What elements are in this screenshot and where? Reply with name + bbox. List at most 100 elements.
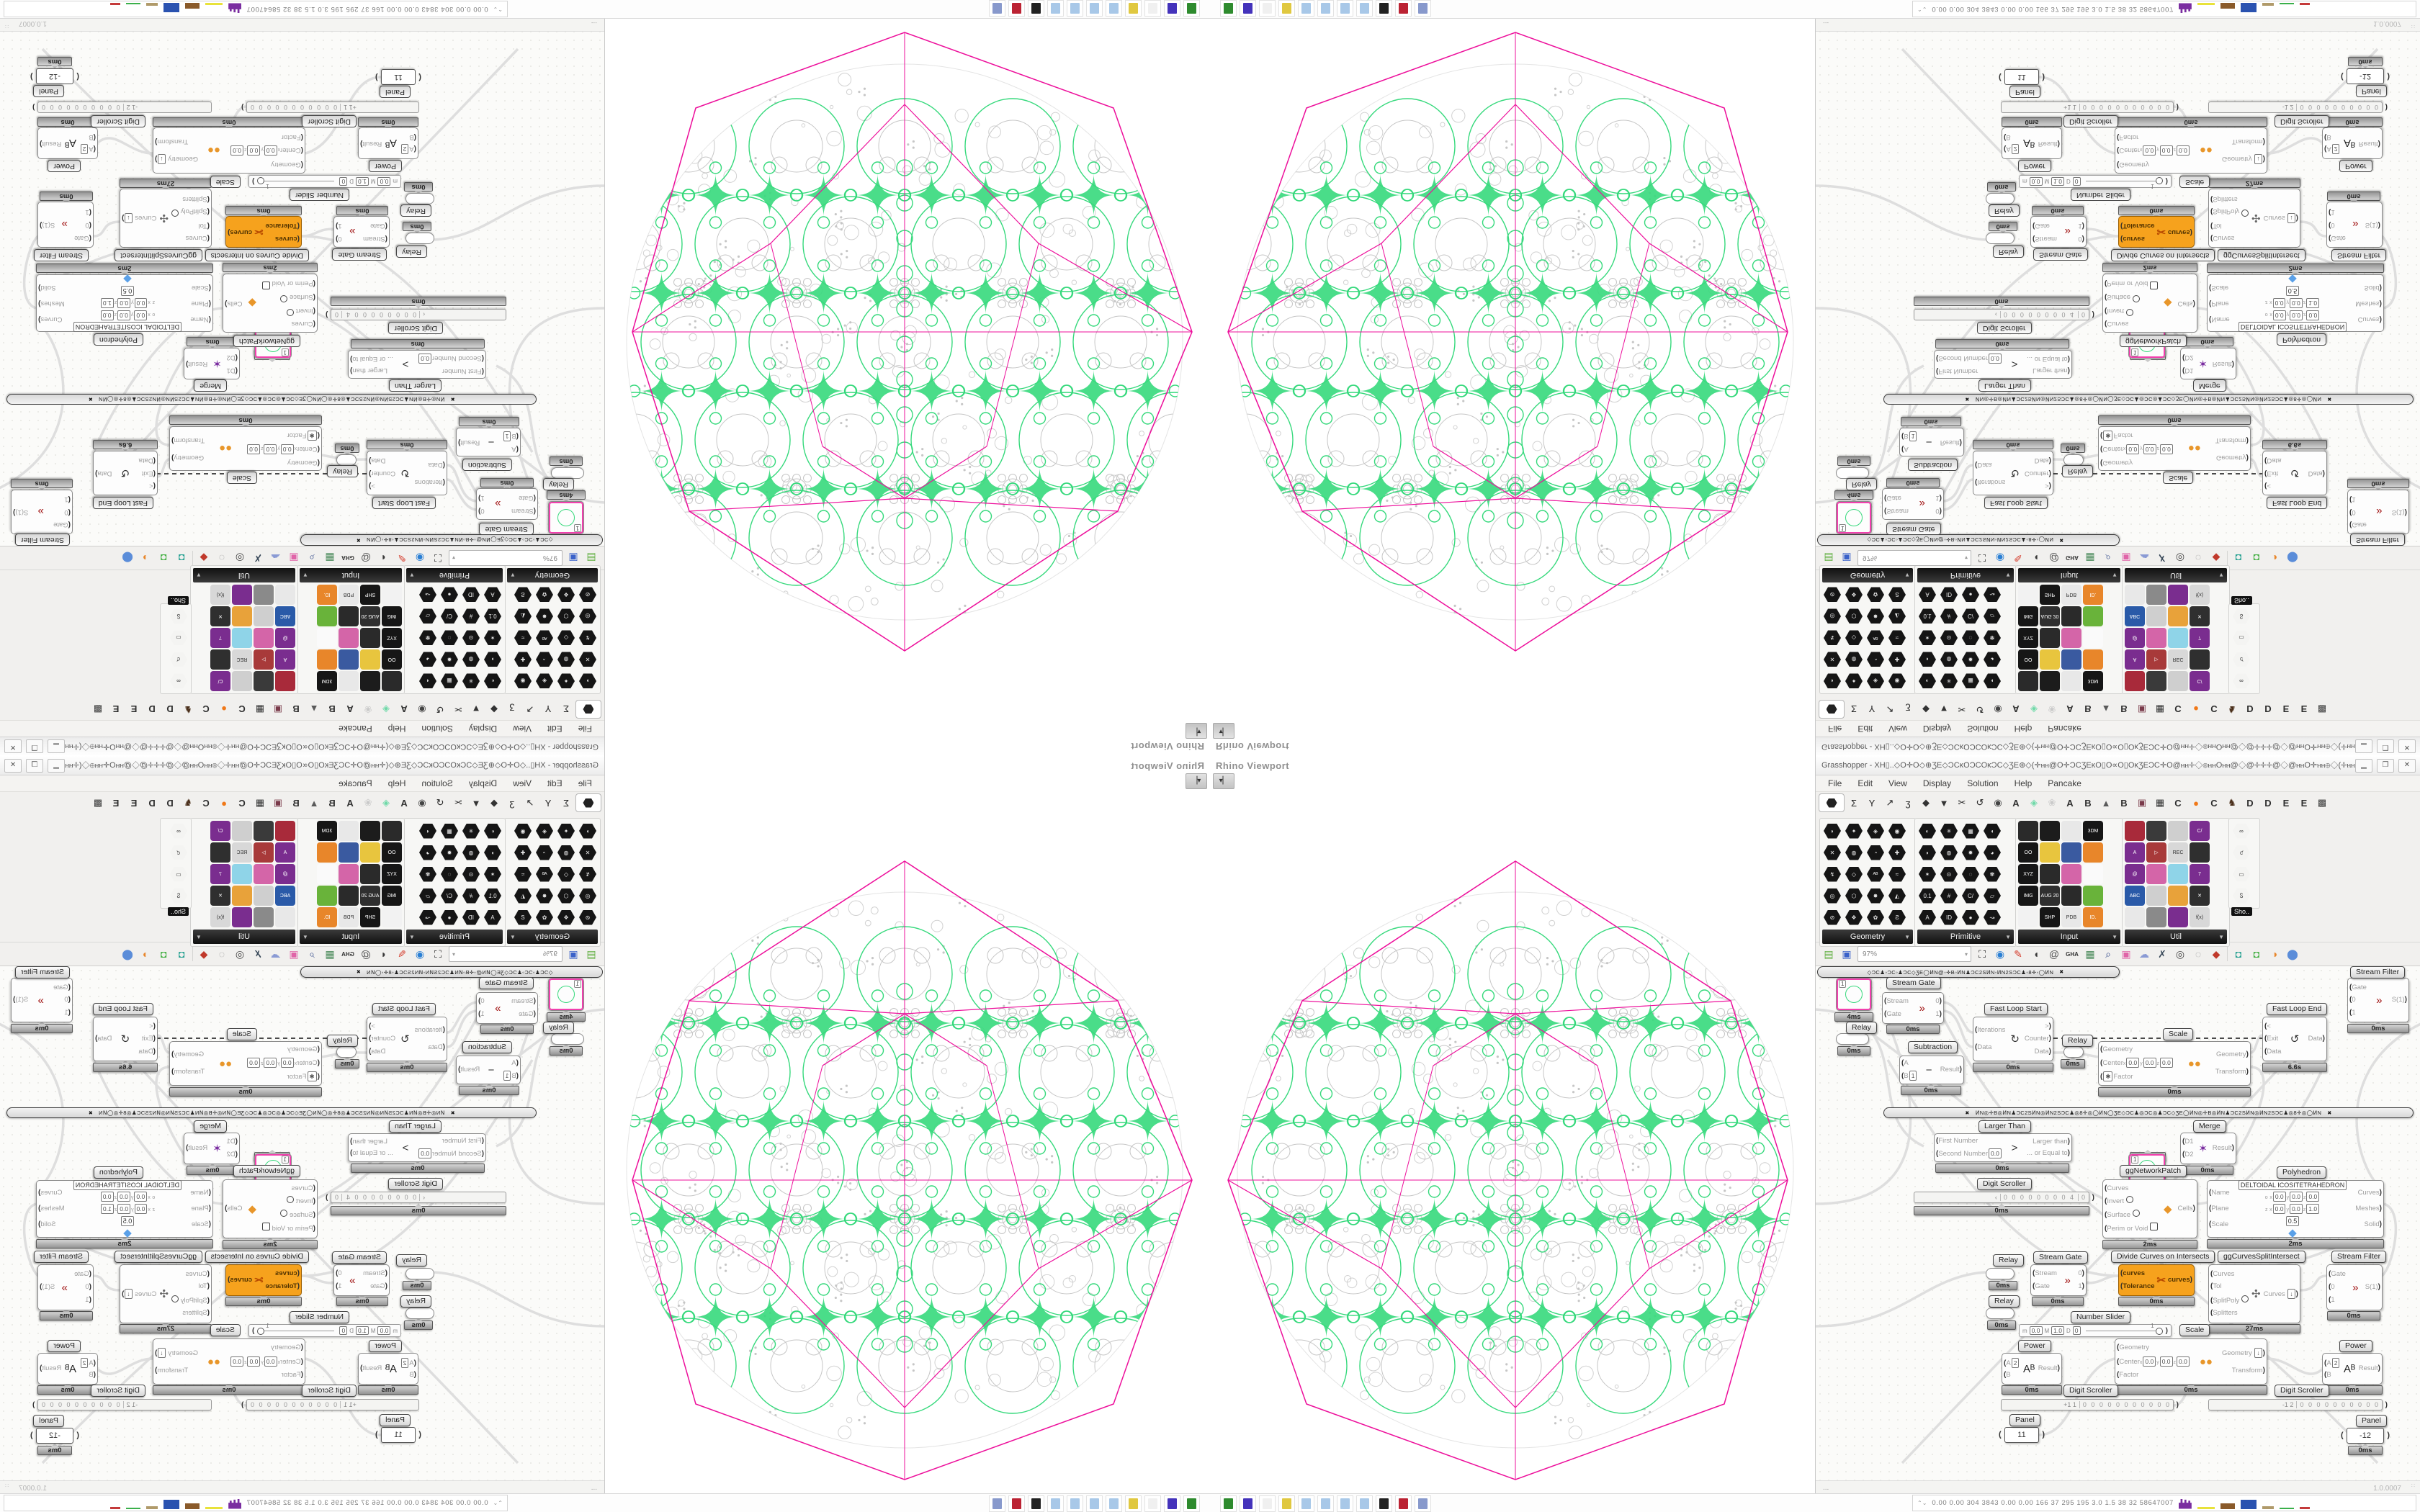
port[interactable]: Data) (2308, 1035, 2325, 1043)
minimize-button[interactable]: ▁ (2355, 759, 2372, 773)
chevron-icon[interactable]: ⌃⌄ (493, 6, 503, 12)
palette-icon[interactable]: ◖ (418, 821, 438, 841)
palette-icon[interactable]: ID. (317, 585, 337, 605)
minimize-button[interactable]: ▁ (48, 739, 65, 753)
number-slider[interactable]: m 0.0 M 1.0 D 0 1) (2019, 1323, 2172, 1337)
menu-view[interactable]: View (1888, 778, 1907, 788)
port[interactable]: (< (149, 482, 156, 490)
palette-icon[interactable]: ◍ (556, 649, 576, 670)
tab-intersect[interactable]: ✂ (454, 797, 462, 808)
port[interactable]: (Gate (1884, 494, 1901, 503)
port[interactable]: (D2 (2182, 1150, 2194, 1158)
launcher-icon[interactable] (1356, 0, 1373, 17)
tab-surface[interactable]: ◆ (490, 797, 498, 808)
nameplate-power[interactable]: Power (2339, 160, 2372, 172)
port[interactable]: Transform) (2231, 1366, 2265, 1374)
gha-icon[interactable]: GHA (2066, 950, 2079, 958)
curve-param[interactable]: 1 (548, 978, 584, 1011)
preview-shaded-icon[interactable]: ◘ (160, 948, 167, 960)
relay-capsule[interactable] (551, 467, 584, 479)
tab-mesh[interactable]: ▼ (471, 703, 481, 715)
nameplate-number-slider[interactable]: Number Slider (2071, 1311, 2131, 1323)
palette-icon[interactable] (339, 842, 359, 863)
port[interactable]: Transform) (171, 436, 205, 445)
port[interactable]: (Plane (2209, 1205, 2229, 1212)
launcher-icon[interactable] (1008, 1495, 1025, 1512)
menu-edit[interactable]: Edit (547, 778, 563, 788)
port[interactable]: (1 (2329, 1296, 2335, 1304)
palette-icon[interactable]: C/ (1960, 886, 1981, 906)
port[interactable]: ... or Equal to) (2027, 355, 2070, 363)
palette-icon[interactable] (232, 606, 252, 626)
preview-shaded-icon[interactable]: ◘ (2253, 552, 2260, 564)
palette-icon[interactable]: PDB (2061, 585, 2081, 605)
palette-icon[interactable]: PDB (339, 907, 359, 927)
port[interactable]: (Invert (2105, 1196, 2158, 1206)
menu-file[interactable]: File (578, 724, 592, 734)
lamp-icon[interactable]: ◖ (2033, 552, 2040, 564)
port[interactable]: (Invert (262, 1196, 315, 1206)
tab-display[interactable]: ◉ (418, 704, 426, 715)
palette-icon[interactable]: AUG 20 (2040, 886, 2060, 906)
save-icon[interactable]: ▣ (1842, 948, 1852, 960)
viewport-collapse-button[interactable]: ▾▏ (1186, 773, 1207, 789)
port[interactable]: (Perim or Void (261, 1223, 315, 1233)
tab-E[interactable]: E (2300, 797, 2308, 809)
port[interactable]: Result) (40, 140, 62, 148)
port[interactable]: 1) (336, 222, 342, 230)
tab-transform[interactable]: ↺ (1976, 704, 1984, 715)
tab-D[interactable]: D (166, 797, 174, 809)
tab-E[interactable]: E (112, 797, 120, 809)
palette-icon[interactable]: ◌ (439, 864, 460, 884)
palette-icon[interactable] (2168, 671, 2188, 691)
palette-icon[interactable]: ◇ (556, 864, 576, 884)
palette-panel-label[interactable]: Util ▼ (193, 930, 295, 944)
palette-icon[interactable]: ⊙ (461, 628, 481, 648)
tab-plugin-dot[interactable]: ● (2193, 797, 2199, 809)
port[interactable]: Result) (2212, 1144, 2234, 1152)
menu-solution[interactable]: Solution (421, 778, 453, 788)
nameplate-relay[interactable]: Relay (396, 246, 427, 258)
port[interactable]: Data) (369, 1047, 386, 1056)
number-slider[interactable]: m 0.0 M 1.0 D 0 1) (2019, 175, 2172, 190)
palette-icon[interactable]: ↯ (1822, 628, 1842, 648)
port[interactable]: (Curves (2105, 320, 2129, 328)
port[interactable]: Cells) (225, 300, 243, 307)
relay-capsule[interactable] (2063, 1046, 2084, 1058)
balloon-icon[interactable]: ☁ (2139, 552, 2149, 564)
finder-icon[interactable]: ⌕ (2105, 552, 2111, 564)
palette-icon[interactable]: Ƨ (513, 907, 533, 927)
palette-icon[interactable]: IMG (382, 886, 402, 906)
launcher-icon[interactable] (1278, 1495, 1295, 1512)
palette-icon[interactable] (2018, 585, 2038, 605)
palette-icon[interactable]: ✕ (210, 886, 230, 906)
palette-icon[interactable]: ◌ (1960, 628, 1981, 648)
palette-icon[interactable]: 0.1 (483, 886, 503, 906)
palette-icon[interactable]: ◈ (534, 821, 555, 841)
group-ribbon[interactable]: ◇ƆC♟◦ƆC◦♟ƆC◇ƷE◯ͶN@◦✛B◦ͶN♟ƆC2SͶN◦ͶN2SƆC♟◦… (300, 966, 603, 978)
palette-icon[interactable]: @ (275, 628, 295, 648)
palette-icon[interactable]: ◭ (1887, 606, 1907, 626)
palette-icon[interactable] (339, 649, 359, 670)
port[interactable]: Solid) (2364, 284, 2382, 292)
tab-sets[interactable]: Y (544, 797, 552, 809)
polyhedron[interactable]: (Name (Plane (Scale DELTOIDAL ICOSITETRAHED… (2207, 274, 2384, 333)
port[interactable]: (Factor (281, 133, 303, 142)
port[interactable]: Cells) (225, 1205, 243, 1212)
palette-icon[interactable] (254, 606, 274, 626)
palette-icon[interactable]: 0.1 (1917, 606, 1937, 626)
panel[interactable]: -12() (30, 68, 79, 84)
nameplate-ggcurvessplitintersect[interactable]: ggCurvesSplitIntersect (2218, 1251, 2305, 1263)
palette-icon[interactable]: REC (2168, 842, 2188, 863)
port[interactable]: (A2 (400, 1357, 416, 1368)
palette-icon[interactable]: ▱ (1982, 606, 2002, 626)
palette-icon[interactable]: f(x) (2190, 907, 2210, 927)
tab-display[interactable]: ◉ (1994, 797, 2002, 808)
nameplate-panel[interactable]: Panel (380, 86, 411, 98)
port[interactable]: (Centerx0.0y0.0z0.0 (246, 1057, 320, 1068)
port[interactable]: (0 (2349, 508, 2356, 516)
